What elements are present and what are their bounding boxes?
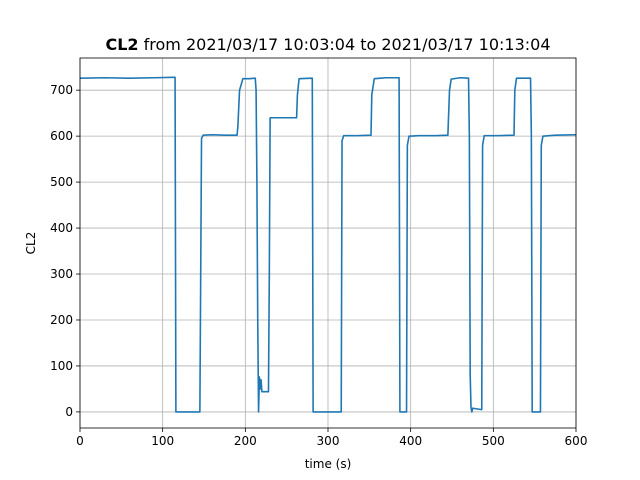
x-tick-label: 100 (151, 434, 174, 448)
x-axis-label: time (s) (305, 457, 352, 471)
y-tick-label: 700 (50, 83, 73, 97)
y-axis-label: CL2 (24, 232, 38, 255)
chart-title-bold: CL2 (105, 35, 138, 54)
series-layer (79, 76, 577, 413)
y-tick-label: 0 (65, 405, 73, 419)
x-tick-label: 500 (482, 434, 505, 448)
series-line-cl2 (79, 76, 577, 413)
y-tick-label: 100 (50, 359, 73, 373)
x-axis-ticks: 0 100 200 300 400 500 600 (76, 428, 587, 448)
chart-title: CL2 from 2021/03/17 10:03:04 to 2021/03/… (105, 35, 550, 54)
y-tick-label: 200 (50, 313, 73, 327)
x-tick-label: 200 (234, 434, 257, 448)
x-tick-label: 300 (317, 434, 340, 448)
y-axis-ticks: 0 100 200 300 400 500 600 700 (50, 83, 80, 419)
chart-title-rest: from 2021/03/17 10:03:04 to 2021/03/17 1… (139, 35, 551, 54)
y-tick-label: 400 (50, 221, 73, 235)
x-tick-label: 0 (76, 434, 84, 448)
y-tick-label: 600 (50, 129, 73, 143)
x-tick-label: 600 (565, 434, 588, 448)
y-tick-label: 500 (50, 175, 73, 189)
x-tick-label: 400 (399, 434, 422, 448)
y-tick-label: 300 (50, 267, 73, 281)
